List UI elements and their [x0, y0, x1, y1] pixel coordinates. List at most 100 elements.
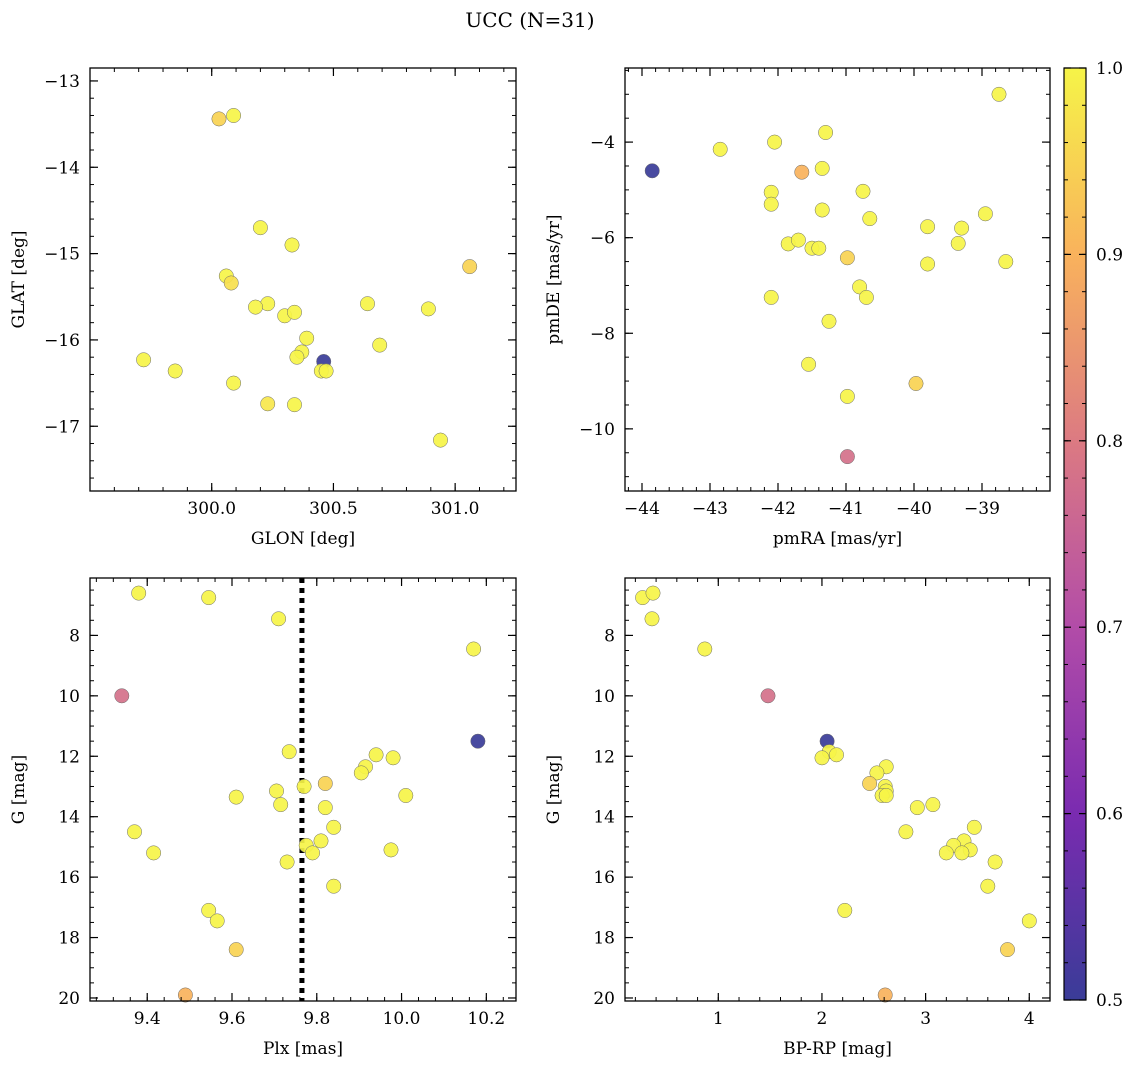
y-tick-label: 10	[593, 687, 615, 707]
data-point	[296, 779, 312, 794]
data-point	[201, 590, 217, 606]
data-point	[862, 776, 878, 791]
y-tick-label: 12	[58, 747, 80, 767]
x-tick-label: 10.0	[383, 1009, 421, 1029]
data-point	[383, 842, 399, 858]
y-tick-label: 10	[58, 687, 80, 707]
data-point	[1021, 913, 1037, 929]
data-point	[760, 688, 776, 704]
data-point	[697, 641, 713, 657]
data-point	[271, 611, 287, 627]
data-point	[991, 86, 1007, 102]
data-point	[211, 111, 227, 127]
x-axis-label: GLON [deg]	[251, 529, 355, 549]
data-point	[299, 330, 315, 346]
y-tick-label: 8	[604, 626, 615, 646]
x-tick-label: 2	[817, 1009, 828, 1029]
data-point	[869, 765, 885, 781]
y-axis-label: G [mag]	[9, 755, 29, 824]
data-point	[909, 800, 925, 816]
data-point	[385, 750, 401, 766]
data-point	[954, 220, 970, 236]
data-point	[877, 987, 893, 1003]
data-point	[279, 854, 295, 870]
data-point	[287, 304, 302, 320]
y-axis-label: GLAT [deg]	[9, 230, 29, 328]
panel-pmra-pmde: −44 −43 −42 −41 −40 −39 −4 −6 −8 −10 pmRA [mas/yr]…	[544, 67, 1051, 549]
x-tick-label: 300.0	[187, 499, 236, 519]
data-point	[368, 747, 384, 763]
x-tick-label: −40	[896, 499, 932, 519]
data-point	[920, 256, 936, 272]
data-point	[317, 800, 333, 816]
data-point	[127, 824, 142, 840]
y-tick-label: 20	[58, 989, 80, 1009]
data-point	[228, 789, 244, 805]
data-point	[908, 376, 924, 391]
data-point	[801, 356, 817, 372]
x-tick-label: 9.8	[303, 1009, 330, 1029]
y-tick-label: 18	[58, 929, 80, 949]
x-tick-label: −41	[828, 499, 864, 519]
data-point	[398, 788, 414, 803]
data-point	[763, 196, 779, 212]
data-point	[814, 202, 830, 218]
data-point	[420, 301, 436, 317]
data-point	[177, 987, 193, 1003]
data-point	[794, 164, 810, 180]
data-point	[228, 942, 244, 958]
plot-frame	[624, 67, 1051, 492]
y-tick-label: −6	[590, 229, 615, 249]
colorbar-tick-label: 0.7	[1096, 618, 1123, 638]
data-point	[878, 788, 894, 803]
data-point	[980, 878, 996, 894]
data-point	[987, 854, 1003, 870]
x-tick-label: −44	[624, 499, 660, 519]
data-point	[898, 824, 914, 840]
data-point	[712, 141, 728, 157]
colorbar: 0.5 0.6 0.7 0.8 0.9 1.0	[1063, 59, 1123, 1011]
data-point	[252, 220, 268, 236]
data-point	[433, 432, 448, 448]
x-tick-label: 300.5	[309, 499, 358, 519]
y-tick-label: −15	[44, 245, 80, 265]
y-tick-label: 20	[593, 989, 615, 1009]
data-point	[326, 819, 342, 835]
y-tick-label: −10	[579, 420, 615, 440]
colorbar-tick-label: 0.6	[1096, 805, 1123, 825]
data-point	[977, 206, 993, 222]
data-point	[273, 797, 289, 813]
data-point	[136, 352, 152, 368]
data-point	[811, 240, 827, 256]
data-point	[839, 388, 855, 404]
x-tick-label: 1	[713, 1009, 724, 1029]
data-point	[223, 275, 239, 291]
y-tick-label: 18	[593, 929, 615, 949]
plot-frame	[624, 577, 1051, 1002]
data-point	[855, 183, 871, 199]
data-point	[645, 585, 661, 601]
data-point	[858, 289, 874, 305]
data-point	[353, 765, 369, 781]
data-point	[1000, 942, 1015, 958]
data-point	[763, 289, 779, 305]
colorbar-tick-label: 0.5	[1096, 991, 1123, 1011]
data-point	[167, 363, 183, 379]
y-tick-label: 16	[593, 868, 615, 888]
x-tick-label: 9.4	[134, 1009, 161, 1029]
data-point	[326, 878, 342, 894]
data-point	[837, 902, 853, 918]
data-point	[925, 797, 941, 813]
data-point	[920, 219, 936, 235]
y-tick-label: 14	[593, 808, 615, 828]
data-point	[131, 585, 147, 601]
data-point	[938, 845, 954, 861]
y-tick-label: −4	[590, 133, 615, 153]
x-axis-label: BP-RP [mag]	[783, 1039, 892, 1059]
colorbar-tick-label: 0.8	[1096, 432, 1123, 452]
data-point	[209, 913, 225, 929]
data-point	[644, 163, 660, 179]
data-point	[226, 108, 242, 123]
